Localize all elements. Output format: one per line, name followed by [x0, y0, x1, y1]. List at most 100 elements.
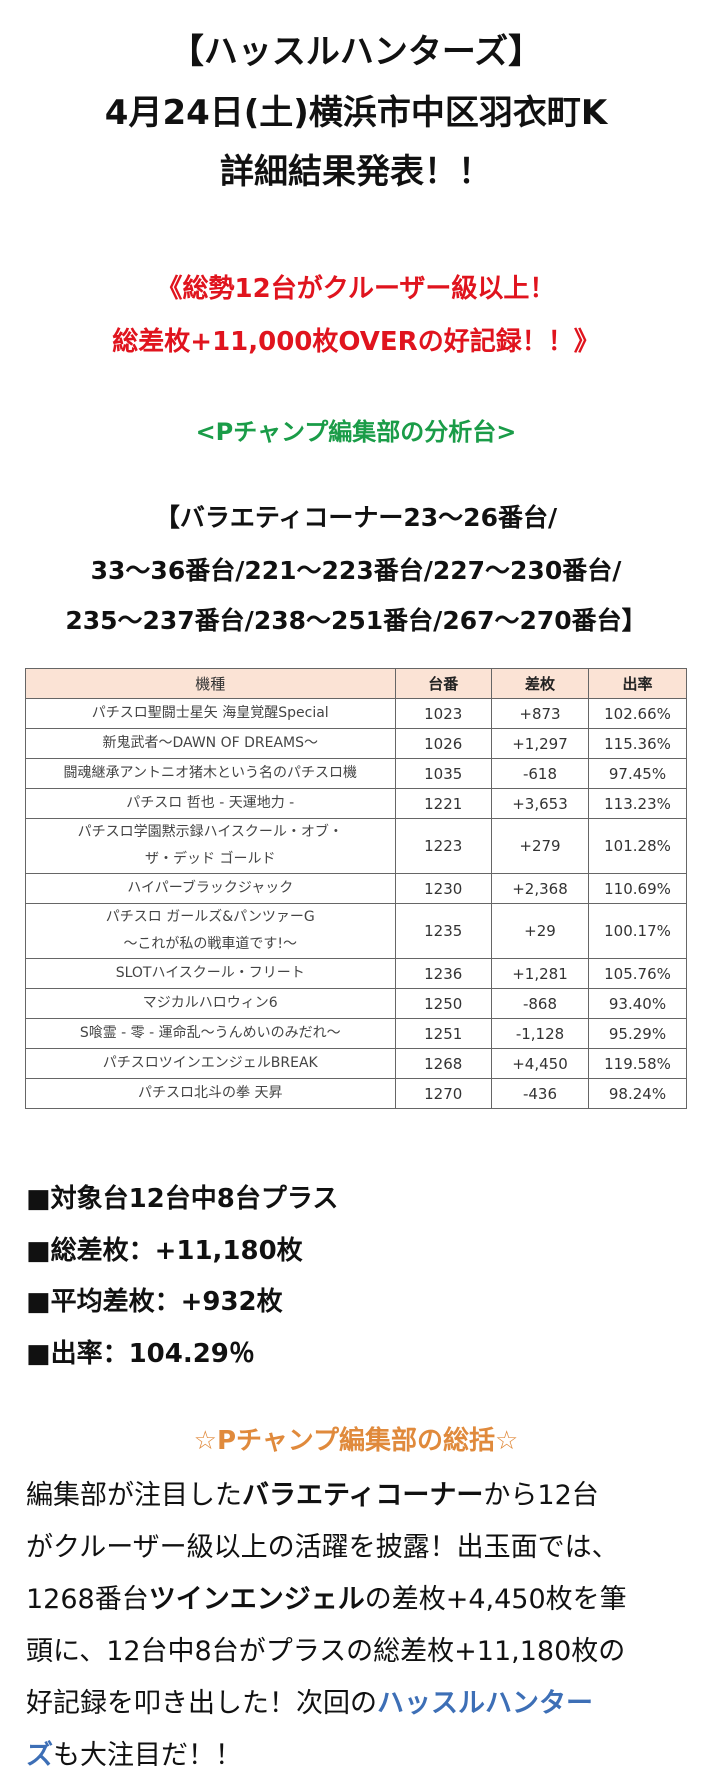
- difference: +279: [490, 818, 590, 874]
- table-row: マジカルハロウィン6 1250 -868 93.40%: [25, 988, 687, 1019]
- summary-text: ツインエンジェル: [148, 1584, 365, 1615]
- name-line: ザ・デッド ゴールド: [145, 851, 276, 867]
- name-line: 闘魂継承アントニオ猪木という名のパチスロ機: [63, 765, 357, 781]
- difference: -1,128: [490, 1018, 590, 1049]
- summary-text: ハッスルハンター: [377, 1688, 593, 1719]
- summary-line: ズも大注目だ！！: [26, 1733, 242, 1772]
- machine-number: 1221: [394, 788, 492, 819]
- machine-number: 1251: [394, 1018, 492, 1049]
- name-line: パチスロ 哲也 - 天運地力 -: [126, 795, 295, 811]
- payout-rate: 115.36%: [588, 728, 687, 759]
- analysis-label: <Pチャンプ編集部の分析台>: [195, 418, 517, 446]
- name-line: パチスロ北斗の拳 天昇: [138, 1085, 283, 1101]
- difference: +2,368: [490, 873, 590, 904]
- header-row: 機種 台番 差枚 出率: [25, 668, 687, 699]
- name-line: ハイパーブラックジャック: [127, 880, 294, 896]
- name-line: パチスロ聖闘士星矢 海皇覚醒Special: [91, 705, 329, 721]
- machine-number: 1268: [394, 1048, 492, 1079]
- machine-number: 1023: [394, 698, 492, 729]
- payout-rate: 101.28%: [588, 818, 687, 874]
- corner-line: 【バラエティコーナー23～26番台/: [154, 503, 558, 532]
- table-row: 新鬼武者～DAWN OF DREAMS～ 1026 +1,297 115.36%: [25, 728, 687, 759]
- name-line: ～これが私の戦車道です!～: [123, 936, 298, 952]
- machine-number: 1223: [394, 818, 492, 874]
- name-line: 新鬼武者～DAWN OF DREAMS～: [102, 735, 319, 751]
- payout-rate: 110.69%: [588, 873, 687, 904]
- column-header: 差枚: [490, 668, 590, 699]
- name-line: S喰霊 - 零 - 運命乱～うんめいのみだれ～: [79, 1025, 341, 1041]
- table-row: パチスロツインエンジェルBREAK 1268 +4,450 119.58%: [25, 1048, 687, 1079]
- payout-rate: 95.29%: [588, 1018, 687, 1049]
- stat-line: ■総差枚：+11,180枚: [26, 1236, 303, 1266]
- machine-name: S喰霊 - 零 - 運命乱～うんめいのみだれ～: [25, 1018, 396, 1049]
- result-table: 機種 台番 差枚 出率パチスロ聖闘士星矢 海皇覚醒Special 1023 +873 102…: [25, 668, 687, 1109]
- corner-line: 33～36番台/221～223番台/227～230番台/: [90, 556, 622, 585]
- summary-text: バラエティコーナー: [242, 1480, 484, 1511]
- payout-rate: 93.40%: [588, 988, 687, 1019]
- payout-rate: 113.23%: [588, 788, 687, 819]
- machine-number: 1026: [394, 728, 492, 759]
- table-row: パチスロ学園黙示録ハイスクール・オブ・ ザ・デッド ゴールド 1223 +279 101…: [25, 818, 687, 874]
- summary-text: の差枚+4,450枚を筆: [364, 1584, 627, 1615]
- summary-text: から12台: [483, 1480, 599, 1511]
- table-row: パチスロ 哲也 - 天運地力 - 1221 +3,653 113.23%: [25, 788, 687, 819]
- table-row: S喰霊 - 零 - 運命乱～うんめいのみだれ～ 1251 -1,128 95.29%: [25, 1018, 687, 1049]
- table-row: 闘魂継承アントニオ猪木という名のパチスロ機 1035 -618 97.45%: [25, 758, 687, 789]
- payout-rate: 102.66%: [588, 698, 687, 729]
- machine-name: パチスロ北斗の拳 天昇: [25, 1078, 396, 1109]
- difference: -868: [490, 988, 590, 1019]
- difference: -436: [490, 1078, 590, 1109]
- machine-name: パチスロ学園黙示録ハイスクール・オブ・ ザ・デッド ゴールド: [25, 818, 396, 874]
- summary-text: 1268番台: [26, 1584, 149, 1615]
- summary-line: 編集部が注目したバラエティコーナーから12台: [26, 1473, 599, 1512]
- payout-rate: 119.58%: [588, 1048, 687, 1079]
- summary-line: 好記録を叩き出した！次回のハッスルハンター: [26, 1681, 593, 1720]
- summary-text: も大注目だ！！: [53, 1740, 242, 1771]
- header-line: 【ハッスルハンターズ】: [169, 32, 543, 72]
- difference: +873: [490, 698, 590, 729]
- difference: +4,450: [490, 1048, 590, 1079]
- name-line: パチスロツインエンジェルBREAK: [102, 1055, 318, 1071]
- stat-line: ■対象台12台中8台プラス: [26, 1184, 339, 1214]
- payout-rate: 105.76%: [588, 958, 687, 989]
- difference: +3,653: [490, 788, 590, 819]
- difference: -618: [490, 758, 590, 789]
- summary-text: ズ: [26, 1740, 53, 1771]
- header-line: 詳細結果発表！！: [220, 152, 492, 192]
- machine-name: マジカルハロウィン6: [25, 988, 396, 1019]
- machine-number: 1236: [394, 958, 492, 989]
- machine-name: SLOTハイスクール・フリート: [25, 958, 396, 989]
- header-line: 4月24日(土)横浜市中区羽衣町K: [104, 93, 608, 133]
- summary-text: 編集部が注目した: [26, 1480, 242, 1511]
- corner-line: 235～237番台/238～251番台/267～270番台】: [65, 606, 647, 635]
- name-line: パチスロ学園黙示録ハイスクール・オブ・: [77, 824, 343, 840]
- highlight-line: 総差枚+11,000枚OVERの好記録！！》: [112, 327, 600, 357]
- name-line: SLOTハイスクール・フリート: [115, 965, 305, 981]
- summary-line: 頭に、12台中8台がプラスの総差枚+11,180枚の: [26, 1629, 625, 1668]
- machine-number: 1230: [394, 873, 492, 904]
- payout-rate: 98.24%: [588, 1078, 687, 1109]
- table-row: SLOTハイスクール・フリート 1236 +1,281 105.76%: [25, 958, 687, 989]
- column-header: 機種: [25, 668, 396, 699]
- table-row: パチスロ北斗の拳 天昇 1270 -436 98.24%: [25, 1078, 687, 1109]
- machine-number: 1035: [394, 758, 492, 789]
- difference: +1,297: [490, 728, 590, 759]
- payout-rate: 97.45%: [588, 758, 687, 789]
- stat-line: ■平均差枚：+932枚: [26, 1287, 283, 1317]
- summary-text: 好記録を叩き出した！次回の: [26, 1688, 377, 1719]
- difference: +1,281: [490, 958, 590, 989]
- machine-number: 1250: [394, 988, 492, 1019]
- machine-name: パチスロ 哲也 - 天運地力 -: [25, 788, 396, 819]
- machine-number: 1235: [394, 903, 492, 959]
- summary-line: 1268番台ツインエンジェルの差枚+4,450枚を筆: [26, 1577, 627, 1616]
- column-header: 出率: [588, 668, 687, 699]
- table-row: パチスロ ガールズ&パンツァーG ～これが私の戦車道です!～ 1235 +29 100.…: [25, 903, 687, 959]
- highlight-line: 《総勢12台がクルーザー級以上！: [156, 274, 556, 304]
- summary-line: がクルーザー級以上の活躍を披露！出玉面では、: [26, 1525, 619, 1564]
- machine-name: 闘魂継承アントニオ猪木という名のパチスロ機: [25, 758, 396, 789]
- summary-title: ☆Pチャンプ編集部の総括☆: [193, 1426, 519, 1456]
- table-row: ハイパーブラックジャック 1230 +2,368 110.69%: [25, 873, 687, 904]
- column-header: 台番: [394, 668, 492, 699]
- machine-number: 1270: [394, 1078, 492, 1109]
